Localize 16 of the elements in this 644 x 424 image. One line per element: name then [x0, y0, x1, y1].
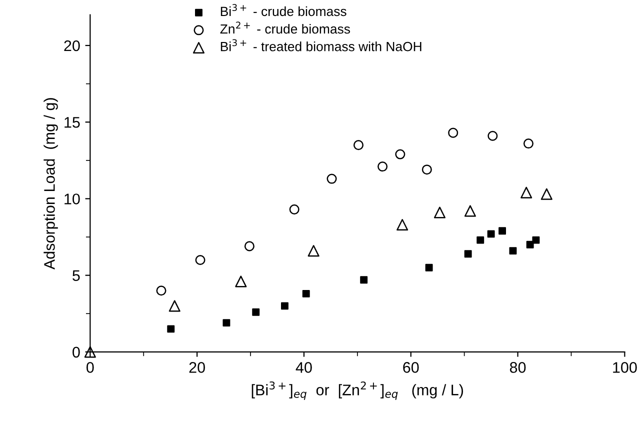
y-axis-title: Adsorption Load (mg / g) [44, 98, 58, 270]
x-tick-label: 80 [510, 362, 526, 373]
legend-label: Bi$^{3+}$ - treated biomass with NaOH [220, 39, 422, 52]
legend-label: Bi$^{3+}$ - crude biomass [220, 4, 346, 16]
text: [Bi$^{3+}$]$_{eq}$ or [Zn$^{2+}$]$_{eq}$ (mg / L) [252, 381, 464, 400]
y-tick-label: 10 [64, 194, 80, 204]
y-tick-label: 20 [64, 40, 80, 52]
y-tick-label: 5 [72, 270, 80, 281]
x-tick-label: 40 [296, 362, 312, 373]
x-tick-label: 0 [86, 362, 94, 373]
legend-label: Zn$^{2+}$ - crude biomass [220, 22, 350, 34]
x-tick-label: 20 [189, 362, 205, 373]
y-tick-label: 15 [64, 117, 80, 128]
x-tick-label: 60 [403, 362, 419, 373]
x-tick-label: 100 [613, 362, 637, 373]
y-tick-label: 0 [72, 346, 80, 358]
